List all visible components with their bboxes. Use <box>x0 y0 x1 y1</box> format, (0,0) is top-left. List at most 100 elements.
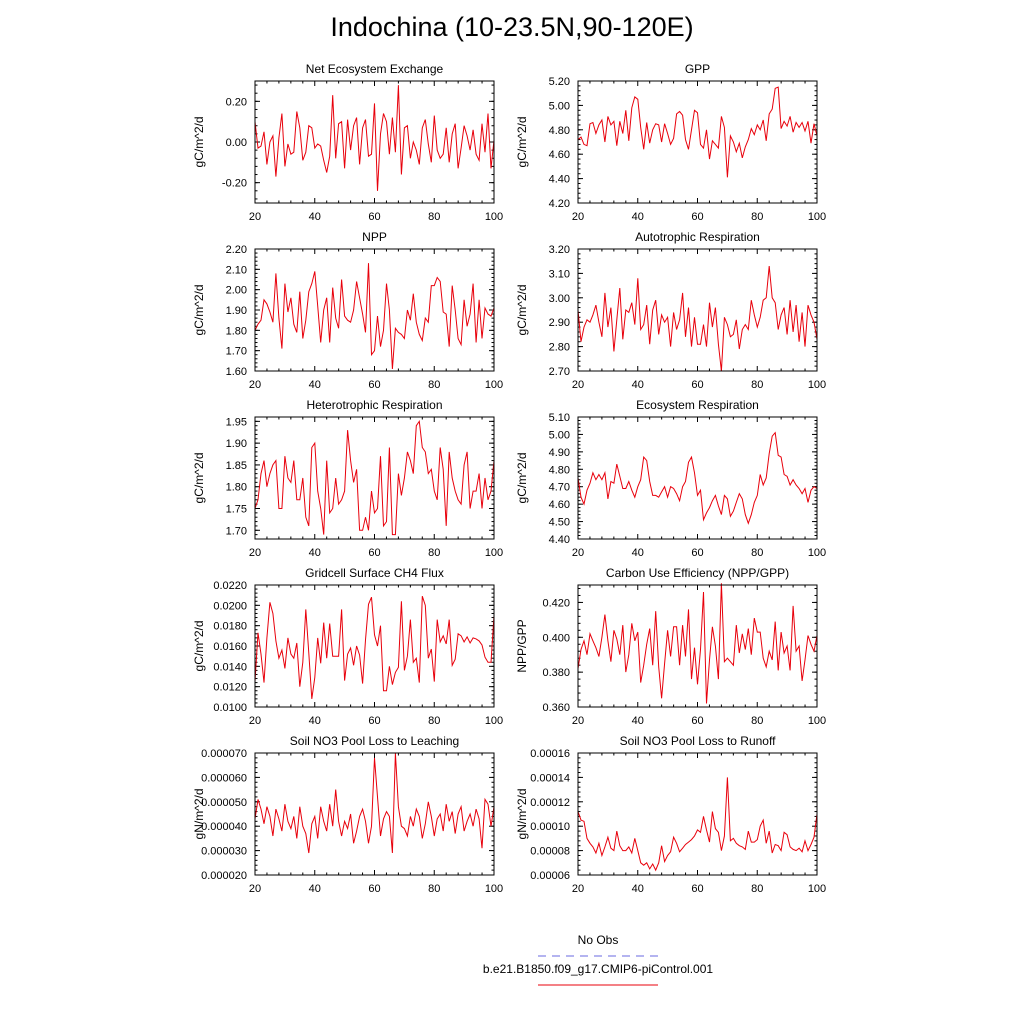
x-tick-label: 40 <box>309 883 321 895</box>
series-line <box>254 263 495 370</box>
y-tick-label: 2.80 <box>549 342 570 354</box>
y-tick-label: 0.000020 <box>201 870 247 882</box>
series-line <box>577 266 818 372</box>
x-tick-label: 20 <box>249 883 261 895</box>
y-tick-label: 3.20 <box>549 244 570 256</box>
series-line <box>577 583 818 704</box>
y-tick-label: 0.00006 <box>530 870 570 882</box>
y-tick-label: 5.20 <box>549 76 570 88</box>
y-tick-label: 1.80 <box>226 325 247 337</box>
x-tick-label: 100 <box>485 715 503 727</box>
y-tick-label: 0.00014 <box>530 772 570 784</box>
chart-title: Soil NO3 Pool Loss to Runoff <box>620 734 777 748</box>
y-tick-label: 1.90 <box>226 305 247 317</box>
y-tick-label: 5.00 <box>549 429 570 441</box>
y-tick-label: 1.85 <box>226 460 247 472</box>
x-tick-label: 40 <box>632 379 644 391</box>
x-tick-label: 60 <box>691 883 703 895</box>
plot-frame <box>577 584 818 708</box>
y-tick-label: 2.70 <box>549 366 570 378</box>
y-tick-label: 4.50 <box>549 517 570 529</box>
chart-title: Carbon Use Efficiency (NPP/GPP) <box>606 566 789 580</box>
plot-frame <box>254 416 495 540</box>
y-tick-label: 0.000050 <box>201 797 247 809</box>
y-tick-label: 0.000040 <box>201 821 247 833</box>
y-axis-label: gC/m^2/d <box>515 453 529 504</box>
y-tick-label: 0.420 <box>542 597 570 609</box>
series-line <box>577 86 818 178</box>
x-tick-label: 60 <box>691 715 703 727</box>
y-tick-label: 4.80 <box>549 125 570 137</box>
x-tick-label: 40 <box>632 715 644 727</box>
y-tick-label: 4.60 <box>549 499 570 511</box>
x-tick-label: 60 <box>368 883 380 895</box>
plot-frame <box>577 416 818 540</box>
y-tick-label: 3.10 <box>549 268 570 280</box>
chart-title: Ecosystem Respiration <box>636 398 759 412</box>
x-tick-label: 40 <box>309 715 321 727</box>
chart-panel-3: NPP gC/m^2/d 20 40 60 80 100 1.60 1.70 1.80 1.90 2.… <box>192 230 503 391</box>
x-tick-label: 40 <box>632 547 644 559</box>
y-tick-label: 0.00 <box>226 137 247 149</box>
series-line <box>254 752 495 854</box>
y-tick-label: 0.400 <box>542 632 570 644</box>
y-tick-label: 4.70 <box>549 482 570 494</box>
x-tick-label: 80 <box>428 883 440 895</box>
x-tick-label: 20 <box>249 379 261 391</box>
plot-frame <box>254 80 495 204</box>
y-axis-label: gC/m^2/d <box>192 621 206 672</box>
y-tick-label: 1.75 <box>226 504 247 516</box>
y-tick-label: 0.0180 <box>213 621 247 633</box>
y-tick-label: 1.70 <box>226 346 247 358</box>
x-tick-label: 40 <box>632 883 644 895</box>
y-axis-label: gN/m^2/d <box>192 789 206 840</box>
chart-title: Heterotrophic Respiration <box>306 398 442 412</box>
x-tick-label: 100 <box>808 883 826 895</box>
y-axis-label: gC/m^2/d <box>192 117 206 168</box>
chart-title: Net Ecosystem Exchange <box>306 62 444 76</box>
y-tick-label: 0.000030 <box>201 846 247 858</box>
x-tick-label: 100 <box>485 379 503 391</box>
chart-title: NPP <box>362 230 387 244</box>
x-tick-label: 60 <box>691 379 703 391</box>
y-tick-label: 3.00 <box>549 293 570 305</box>
y-tick-label: 5.00 <box>549 100 570 112</box>
x-tick-label: 20 <box>572 883 584 895</box>
y-axis-label: gC/m^2/d <box>515 117 529 168</box>
series-line <box>577 777 818 872</box>
y-axis-label: gN/m^2/d <box>515 789 529 840</box>
y-tick-label: 0.20 <box>226 96 247 108</box>
x-tick-label: 20 <box>249 547 261 559</box>
x-tick-label: 80 <box>428 379 440 391</box>
chart-panel-4: Autotrophic Respiration gC/m^2/d 20 40 60 80 1… <box>515 230 826 391</box>
series-line <box>254 85 495 191</box>
x-tick-label: 20 <box>249 211 261 223</box>
y-tick-label: 2.90 <box>549 317 570 329</box>
y-tick-label: 4.40 <box>549 534 570 546</box>
x-tick-label: 80 <box>428 211 440 223</box>
x-tick-label: 20 <box>572 211 584 223</box>
legend-model-label: b.e21.B1850.f09_g17.CMIP6-piControl.001 <box>482 962 714 976</box>
x-tick-label: 100 <box>485 211 503 223</box>
series-line <box>254 596 495 699</box>
series-line <box>577 431 818 525</box>
y-tick-label: 4.40 <box>549 174 570 186</box>
y-tick-label: 1.60 <box>226 366 247 378</box>
x-tick-label: 80 <box>751 379 763 391</box>
y-tick-label: 2.20 <box>226 244 247 256</box>
y-tick-label: 2.00 <box>226 285 247 297</box>
y-tick-label: 5.10 <box>549 412 570 424</box>
x-tick-label: 80 <box>428 715 440 727</box>
x-tick-label: 40 <box>309 547 321 559</box>
chart-panel-6: Ecosystem Respiration gC/m^2/d 20 40 60 80 100… <box>515 398 826 559</box>
y-tick-label: 0.000070 <box>201 748 247 760</box>
y-tick-label: 1.80 <box>226 482 247 494</box>
y-tick-label: 0.00010 <box>530 821 570 833</box>
y-tick-label: 0.0160 <box>213 641 247 653</box>
x-tick-label: 100 <box>808 547 826 559</box>
chart-title: Soil NO3 Pool Loss to Leaching <box>290 734 459 748</box>
x-tick-label: 20 <box>249 715 261 727</box>
y-tick-label: 1.90 <box>226 438 247 450</box>
chart-panel-5: Heterotrophic Respiration gC/m^2/d 20 40 60 8… <box>192 398 503 559</box>
